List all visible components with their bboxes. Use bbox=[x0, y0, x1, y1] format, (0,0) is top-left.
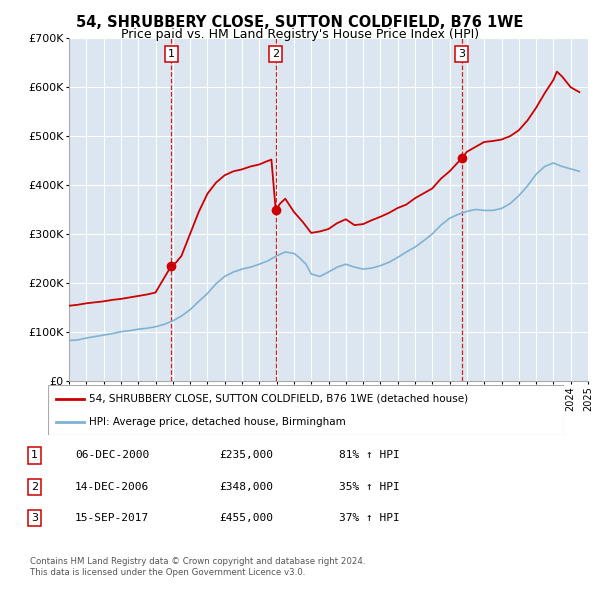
Text: Price paid vs. HM Land Registry's House Price Index (HPI): Price paid vs. HM Land Registry's House … bbox=[121, 28, 479, 41]
Text: 06-DEC-2000: 06-DEC-2000 bbox=[75, 451, 149, 460]
Text: 2: 2 bbox=[31, 482, 38, 491]
Text: 1: 1 bbox=[168, 49, 175, 59]
Text: 35% ↑ HPI: 35% ↑ HPI bbox=[339, 482, 400, 491]
Text: Contains HM Land Registry data © Crown copyright and database right 2024.: Contains HM Land Registry data © Crown c… bbox=[30, 558, 365, 566]
Text: 3: 3 bbox=[31, 513, 38, 523]
Text: 2: 2 bbox=[272, 49, 279, 59]
FancyBboxPatch shape bbox=[48, 385, 564, 435]
Text: HPI: Average price, detached house, Birmingham: HPI: Average price, detached house, Birm… bbox=[89, 417, 346, 427]
Text: £235,000: £235,000 bbox=[219, 451, 273, 460]
Text: 1: 1 bbox=[31, 451, 38, 460]
Text: £455,000: £455,000 bbox=[219, 513, 273, 523]
Text: 3: 3 bbox=[458, 49, 466, 59]
Text: 15-SEP-2017: 15-SEP-2017 bbox=[75, 513, 149, 523]
Text: 54, SHRUBBERY CLOSE, SUTTON COLDFIELD, B76 1WE (detached house): 54, SHRUBBERY CLOSE, SUTTON COLDFIELD, B… bbox=[89, 394, 469, 404]
Text: 37% ↑ HPI: 37% ↑ HPI bbox=[339, 513, 400, 523]
Text: 14-DEC-2006: 14-DEC-2006 bbox=[75, 482, 149, 491]
Text: 54, SHRUBBERY CLOSE, SUTTON COLDFIELD, B76 1WE: 54, SHRUBBERY CLOSE, SUTTON COLDFIELD, B… bbox=[76, 15, 524, 30]
Text: This data is licensed under the Open Government Licence v3.0.: This data is licensed under the Open Gov… bbox=[30, 568, 305, 577]
Text: £348,000: £348,000 bbox=[219, 482, 273, 491]
Text: 81% ↑ HPI: 81% ↑ HPI bbox=[339, 451, 400, 460]
